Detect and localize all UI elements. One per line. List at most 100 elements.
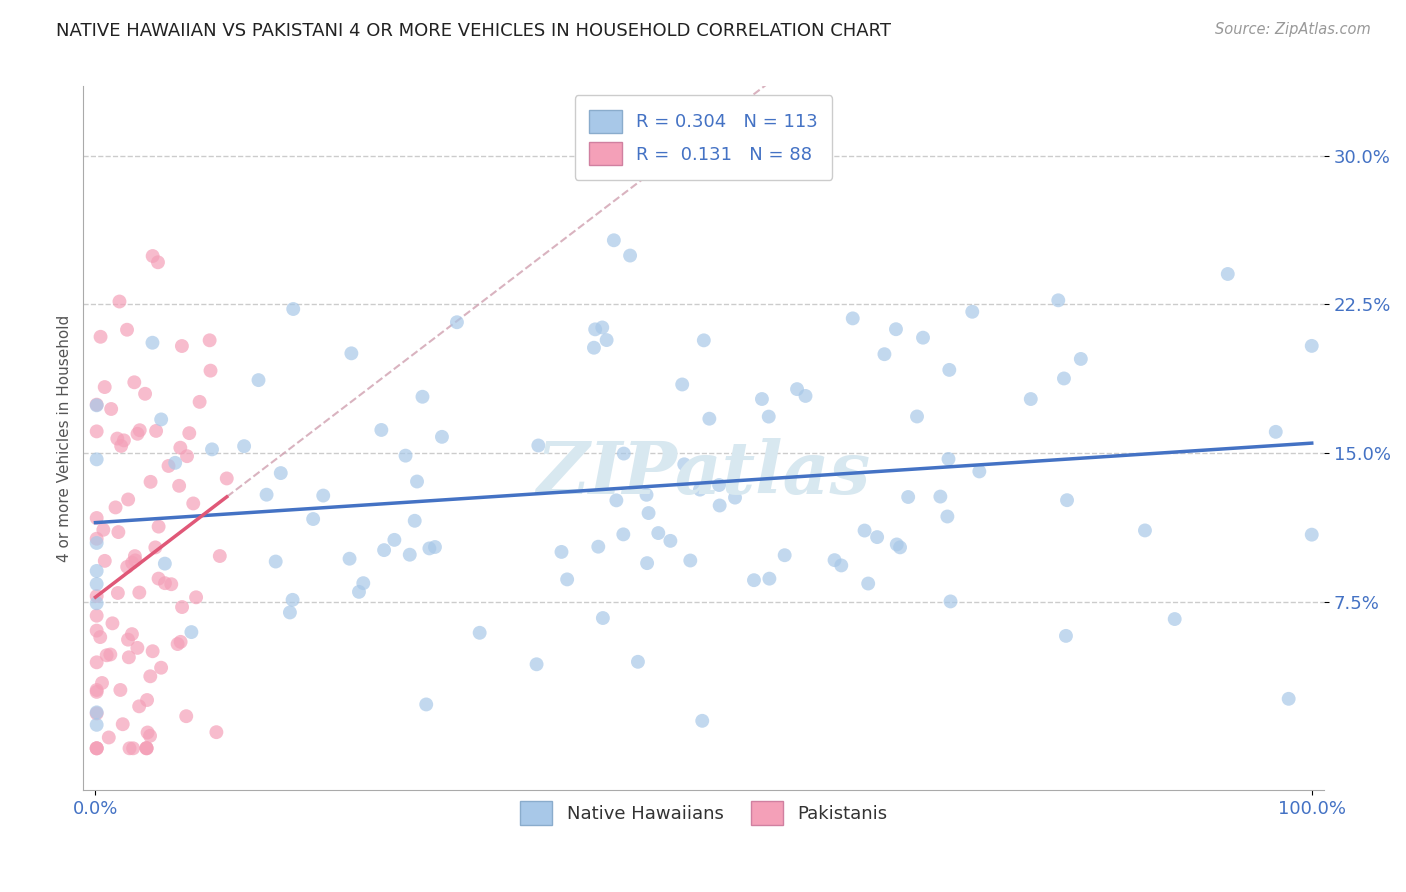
- Point: [110, 683, 132, 698]
- Point: [208, 549, 231, 563]
- Point: [184, 591, 207, 605]
- Point: [90, 330, 112, 344]
- Point: [938, 363, 960, 377]
- Point: [689, 483, 711, 497]
- Point: [124, 376, 146, 390]
- Point: [86, 741, 108, 756]
- Point: [929, 490, 952, 504]
- Point: [135, 741, 157, 756]
- Point: [636, 556, 658, 570]
- Point: [1301, 339, 1323, 353]
- Point: [911, 331, 934, 345]
- Point: [118, 650, 141, 665]
- Point: [613, 446, 636, 460]
- Point: [170, 600, 193, 615]
- Point: [406, 475, 429, 489]
- Point: [86, 596, 108, 610]
- Point: [312, 489, 335, 503]
- Point: [170, 339, 193, 353]
- Point: [969, 465, 991, 479]
- Point: [247, 373, 270, 387]
- Point: [591, 320, 613, 334]
- Point: [1278, 691, 1301, 706]
- Point: [707, 478, 730, 492]
- Point: [112, 434, 135, 448]
- Point: [595, 333, 617, 347]
- Point: [1047, 293, 1070, 308]
- Point: [270, 466, 292, 480]
- Point: [278, 606, 301, 620]
- Point: [86, 706, 108, 720]
- Point: [169, 441, 191, 455]
- Point: [415, 698, 437, 712]
- Point: [104, 500, 127, 515]
- Point: [136, 725, 159, 739]
- Text: NATIVE HAWAIIAN VS PAKISTANI 4 OR MORE VEHICLES IN HOUSEHOLD CORRELATION CHART: NATIVE HAWAIIAN VS PAKISTANI 4 OR MORE V…: [56, 22, 891, 40]
- Point: [699, 411, 721, 425]
- Point: [582, 341, 605, 355]
- Point: [423, 540, 446, 554]
- Point: [382, 533, 405, 547]
- Point: [145, 424, 167, 438]
- Point: [352, 576, 374, 591]
- Point: [122, 741, 145, 756]
- Point: [86, 656, 108, 670]
- Point: [135, 741, 157, 756]
- Point: [340, 346, 363, 360]
- Point: [146, 255, 169, 269]
- Point: [724, 491, 747, 505]
- Point: [166, 637, 188, 651]
- Point: [139, 475, 162, 489]
- Point: [86, 398, 108, 412]
- Point: [97, 731, 120, 745]
- Point: [786, 382, 808, 396]
- Point: [86, 511, 108, 525]
- Point: [659, 533, 682, 548]
- Point: [139, 669, 162, 683]
- Point: [758, 409, 780, 424]
- Point: [180, 625, 202, 640]
- Point: [550, 545, 572, 559]
- Point: [96, 648, 118, 663]
- Point: [118, 741, 141, 756]
- Point: [264, 555, 287, 569]
- Point: [111, 717, 134, 731]
- Point: [370, 423, 392, 437]
- Point: [115, 559, 138, 574]
- Point: [1264, 425, 1286, 439]
- Point: [853, 524, 876, 538]
- Point: [107, 525, 129, 540]
- Point: [897, 490, 920, 504]
- Point: [86, 564, 108, 578]
- Point: [612, 527, 634, 541]
- Point: [86, 706, 108, 721]
- Point: [86, 718, 108, 732]
- Point: [302, 512, 325, 526]
- Point: [742, 573, 765, 587]
- Point: [157, 458, 180, 473]
- Point: [86, 577, 108, 591]
- Point: [101, 616, 124, 631]
- Point: [673, 458, 696, 472]
- Point: [93, 380, 115, 394]
- Point: [148, 519, 170, 533]
- Point: [1056, 493, 1078, 508]
- Point: [233, 439, 256, 453]
- Point: [841, 311, 863, 326]
- Point: [86, 425, 108, 439]
- Point: [418, 541, 440, 556]
- Point: [86, 685, 108, 699]
- Point: [181, 496, 204, 510]
- Point: [647, 526, 669, 541]
- Point: [86, 741, 108, 756]
- Point: [404, 514, 426, 528]
- Point: [94, 554, 117, 568]
- Point: [200, 364, 222, 378]
- Point: [636, 488, 658, 502]
- Point: [605, 493, 627, 508]
- Point: [100, 402, 122, 417]
- Point: [139, 729, 162, 743]
- Point: [135, 741, 157, 756]
- Point: [468, 625, 491, 640]
- Point: [128, 585, 150, 599]
